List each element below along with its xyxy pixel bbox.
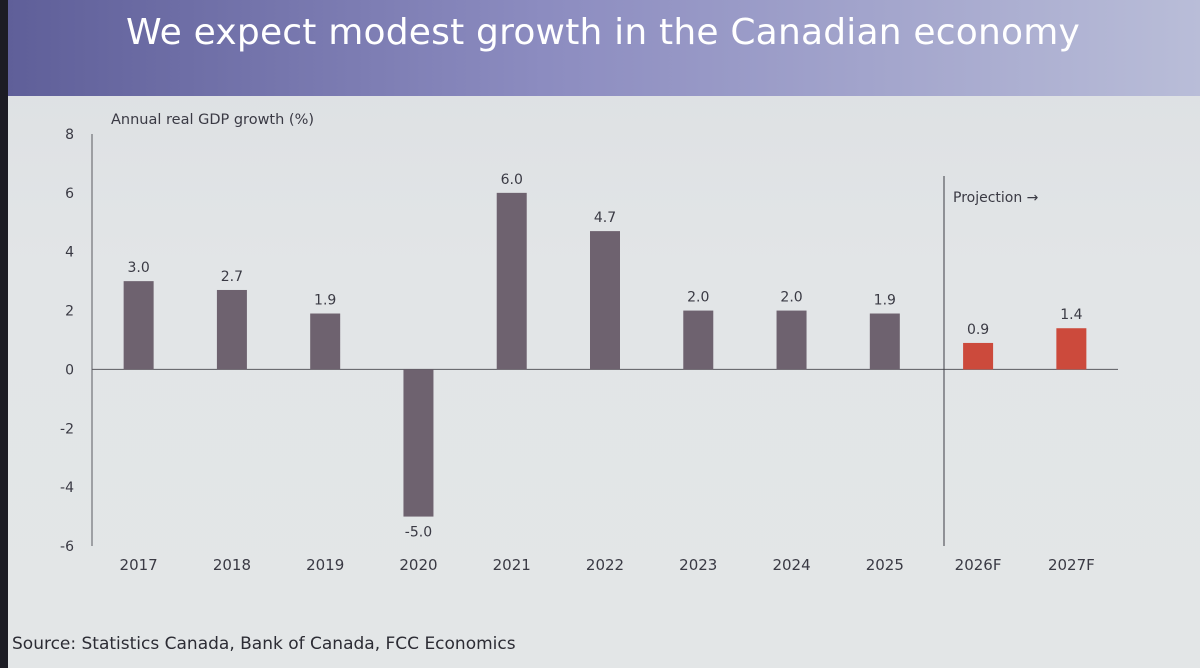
data-label-2018: 2.7 xyxy=(221,269,243,285)
y-tick-label: 2 xyxy=(65,304,74,320)
data-label-2021: 6.0 xyxy=(501,172,523,188)
data-label-2025: 1.9 xyxy=(874,293,896,309)
x-tick-label-2026F: 2026F xyxy=(955,556,1002,574)
x-tick-label-2024: 2024 xyxy=(772,556,810,574)
bar-2018 xyxy=(216,289,247,370)
slide: We expect modest growth in the Canadian … xyxy=(8,0,1200,668)
bar-2027F xyxy=(1056,328,1087,370)
x-tick-label-2020: 2020 xyxy=(399,556,437,574)
x-tick-label-2022: 2022 xyxy=(586,556,624,574)
y-tick-label: -6 xyxy=(60,539,74,555)
bar-2024 xyxy=(776,310,807,370)
data-label-2020: -5.0 xyxy=(405,525,432,541)
data-label-2026F: 0.9 xyxy=(967,322,989,338)
data-label-2027F: 1.4 xyxy=(1060,307,1082,323)
x-tick-label-2017: 2017 xyxy=(120,556,158,574)
title-banner: We expect modest growth in the Canadian … xyxy=(8,0,1200,96)
y-tick-label: -2 xyxy=(60,421,74,437)
data-label-2024: 2.0 xyxy=(780,290,802,306)
bar-2019 xyxy=(310,313,341,370)
y-tick-label: 6 xyxy=(65,186,74,202)
x-tick-label-2018: 2018 xyxy=(213,556,251,574)
bar-2020 xyxy=(403,369,434,517)
source-note: Source: Statistics Canada, Bank of Canad… xyxy=(12,634,516,654)
x-tick-label-2027F: 2027F xyxy=(1048,556,1095,574)
data-label-2023: 2.0 xyxy=(687,290,709,306)
y-tick-label: 0 xyxy=(65,362,74,378)
bar-2023 xyxy=(683,310,714,370)
x-tick-label-2021: 2021 xyxy=(493,556,531,574)
bar-2026F xyxy=(963,342,994,370)
y-tick-label: 4 xyxy=(65,245,74,261)
y-tick-label: -4 xyxy=(60,480,74,496)
bar-2021 xyxy=(496,192,527,370)
x-tick-label-2019: 2019 xyxy=(306,556,344,574)
data-label-2017: 3.0 xyxy=(128,260,150,276)
x-tick-label-2023: 2023 xyxy=(679,556,717,574)
data-label-2019: 1.9 xyxy=(314,293,336,309)
bar-2017 xyxy=(123,281,154,370)
y-axis-label: Annual real GDP growth (%) xyxy=(111,112,314,128)
y-tick-label: 8 xyxy=(65,127,74,143)
gdp-growth-chart: Annual real GDP growth (%) 8 6 4 2 0 -2 -4 -6 3… xyxy=(60,112,1118,574)
projection-annotation: Projection → xyxy=(953,190,1039,206)
data-label-2022: 4.7 xyxy=(594,210,616,226)
x-tick-label-2025: 2025 xyxy=(866,556,904,574)
bar-2025 xyxy=(869,313,900,370)
slide-title: We expect modest growth in the Canadian … xyxy=(126,12,1080,53)
bar-2022 xyxy=(590,231,620,370)
